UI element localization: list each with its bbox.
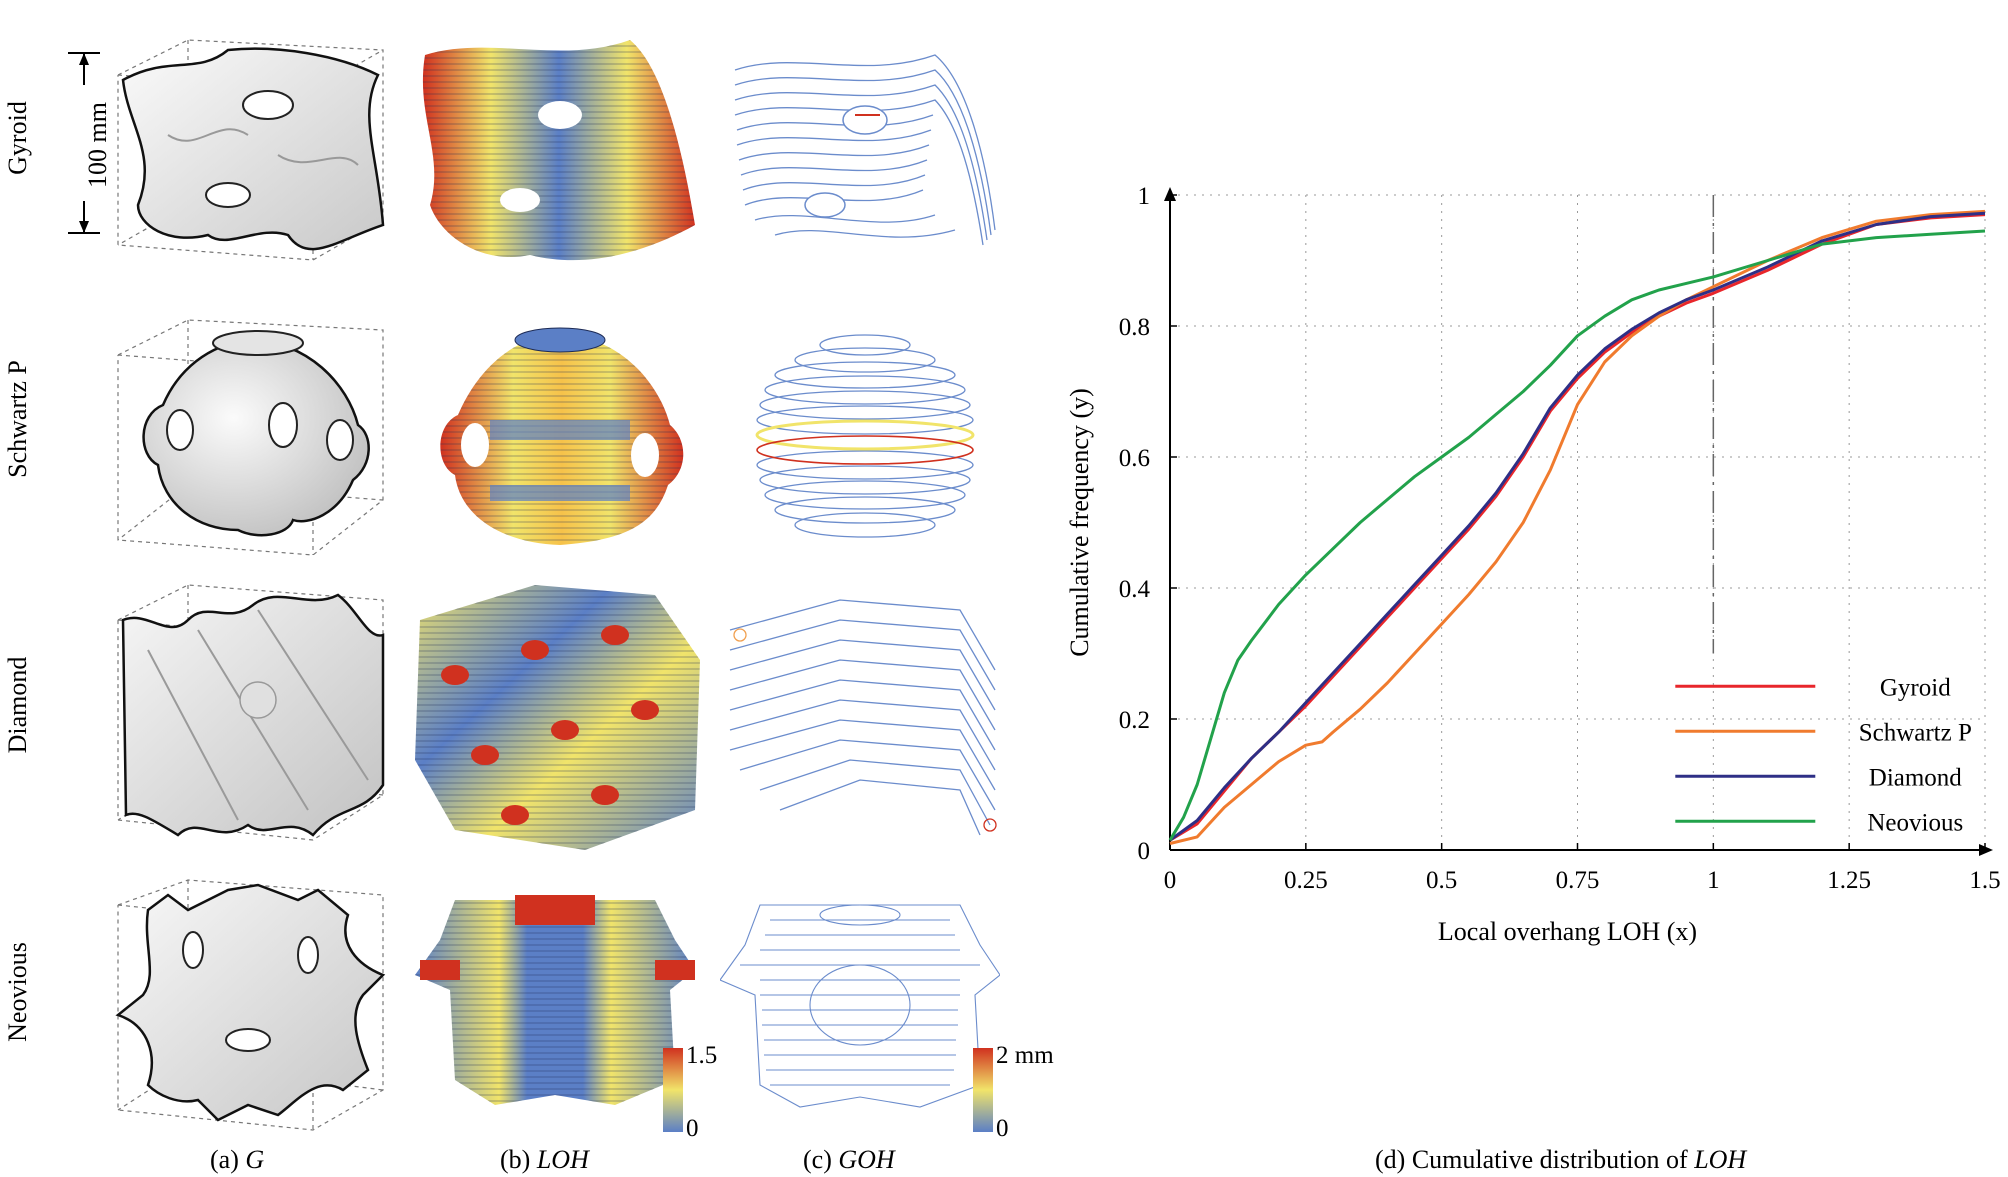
- x-tick-label: 0.75: [1556, 867, 1600, 894]
- series-line-diamond: [1169, 211, 1986, 842]
- cumulative-distribution-chart: 0 0.25 0.5 0.75 1 1.25 1.5 0 0.2 0.4 0.6 0.8 1 Gyroi…: [1065, 183, 2000, 946]
- legend-label-diamond: Diamond: [1869, 764, 1963, 791]
- caption-d: (d) Cumulative distribution of LOH: [1375, 1145, 1746, 1175]
- caption-c-prefix: (c): [803, 1145, 839, 1174]
- x-tick-label: 0.5: [1426, 867, 1457, 894]
- gyroid-loh-render: [422, 40, 695, 261]
- neovious-goh-render: [720, 904, 1000, 1108]
- y-tick-label: 1: [1138, 183, 1151, 210]
- y-tick-label: 0.2: [1119, 707, 1150, 734]
- caption-c: (c) GOH: [803, 1145, 895, 1175]
- goh-colorbar: [973, 1048, 993, 1132]
- chart-grid: [1170, 194, 1986, 850]
- caption-a: (a) G: [210, 1145, 264, 1175]
- loh-colorbar-min-label: 0: [686, 1115, 699, 1142]
- y-axis-arrow: [1164, 187, 1176, 201]
- x-tick-label: 0.25: [1284, 867, 1328, 894]
- y-tick-label: 0.8: [1119, 314, 1150, 341]
- diamond-loh-render: [415, 585, 700, 850]
- dimension-marker: [68, 52, 100, 234]
- caption-a-prefix: (a): [210, 1145, 246, 1174]
- row-label-gyroid: Gyroid: [3, 101, 32, 175]
- x-tick-label: 1: [1707, 867, 1720, 894]
- row-label-neovious: Neovious: [3, 942, 32, 1042]
- x-axis-arrow: [1979, 844, 1993, 856]
- caption-b: (b) LOH: [500, 1145, 589, 1175]
- chart-ticks: 0 0.25 0.5 0.75 1 1.25 1.5 0 0.2 0.4 0.6 0.8 1: [1119, 183, 2000, 894]
- diamond-goh-render: [729, 599, 997, 836]
- series-line-neovious: [1168, 229, 1986, 841]
- caption-c-symbol: GOH: [838, 1145, 895, 1174]
- x-tick-label: 0: [1164, 867, 1177, 894]
- goh-colorbar-max-label: 2 mm: [996, 1042, 1054, 1069]
- loh-colorbar-max-label: 1.5: [686, 1042, 718, 1069]
- neovious-geometry-render: [115, 879, 386, 1131]
- y-tick-label: 0.6: [1119, 445, 1150, 472]
- legend-label-neovious: Neovious: [1867, 809, 1963, 836]
- legend-label-schwartz-p: Schwartz P: [1859, 719, 1972, 746]
- legend-label-gyroid: Gyroid: [1880, 674, 1951, 701]
- row-label-schwartz-p: Schwartz P: [3, 360, 32, 478]
- x-axis-label: Local overhang LOH (x): [1438, 917, 1697, 946]
- schwartz-p-goh-render: [755, 334, 975, 538]
- chart-series-lines: [1168, 209, 1986, 845]
- caption-d-prefix: (d) Cumulative distribution of: [1375, 1145, 1695, 1174]
- chart-legend: Gyroid Schwartz P Diamond Neovious: [1675, 674, 1972, 836]
- diamond-geometry-render: [117, 584, 385, 841]
- loh-colorbar: [663, 1048, 683, 1132]
- x-tick-label: 1.25: [1827, 867, 1871, 894]
- y-tick-label: 0: [1138, 838, 1151, 865]
- y-tick-label: 0.4: [1119, 576, 1151, 603]
- neovious-loh-render: [415, 895, 695, 1105]
- caption-a-symbol: G: [245, 1145, 265, 1174]
- schwartz-p-loh-render: [440, 327, 684, 545]
- caption-d-symbol: LOH: [1694, 1145, 1747, 1174]
- schwartz-p-geometry-render: [117, 319, 384, 556]
- series-line-schwartz-p: [1169, 209, 1986, 845]
- y-axis-label: Cumulative frequency (y): [1065, 388, 1094, 657]
- caption-b-prefix: (b): [500, 1145, 537, 1174]
- goh-colorbar-min-label: 0: [996, 1115, 1009, 1142]
- gyroid-geometry-render: [117, 39, 385, 261]
- x-tick-label: 1.5: [1969, 867, 2000, 894]
- row-label-diamond: Diamond: [3, 656, 32, 754]
- caption-b-symbol: LOH: [536, 1145, 589, 1174]
- gyroid-goh-render: [734, 54, 996, 246]
